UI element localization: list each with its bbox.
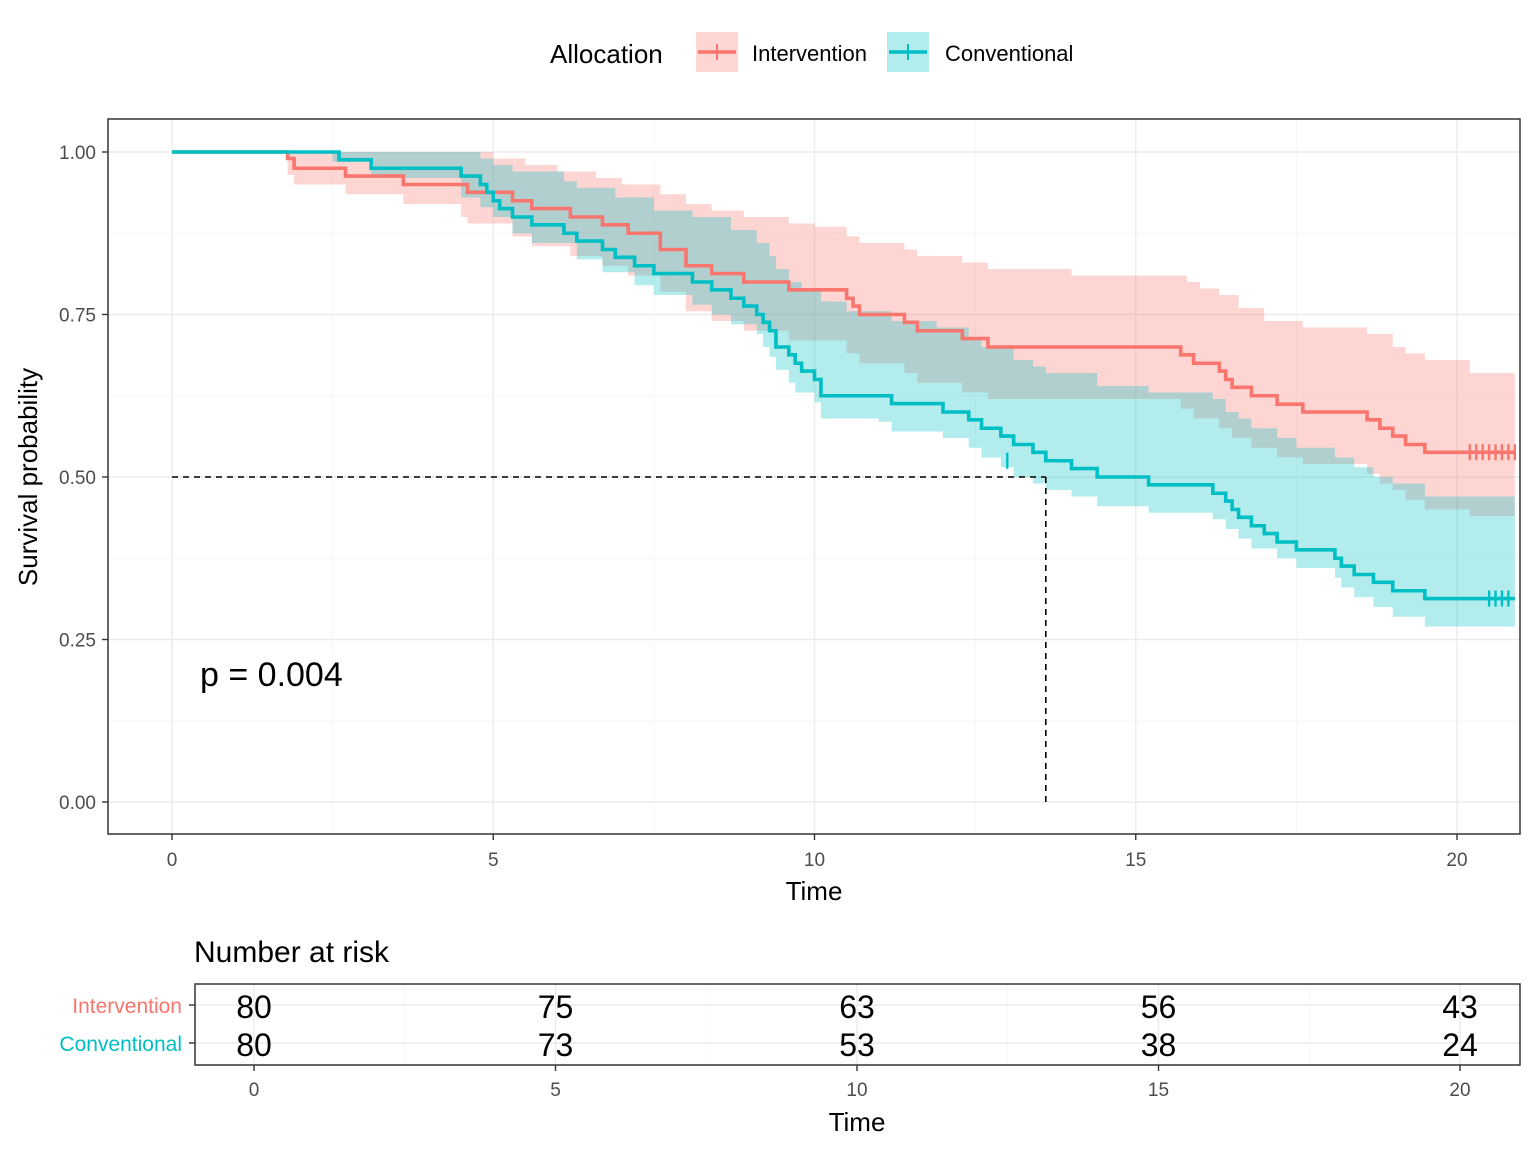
x-axis-label: Time bbox=[786, 876, 843, 906]
risk-table-x-ticks: 0 5 10 15 20 bbox=[249, 1065, 1471, 1101]
risk-value-conventional: 38 bbox=[1141, 1027, 1177, 1063]
legend: Allocation Intervention Conventional bbox=[550, 32, 1073, 72]
risk-value-intervention: 80 bbox=[236, 989, 272, 1025]
risk-table-title: Number at risk bbox=[194, 936, 390, 969]
risk-x-tick-label: 15 bbox=[1148, 1080, 1169, 1101]
legend-title: Allocation bbox=[550, 39, 663, 69]
risk-table-x-axis-label: Time bbox=[829, 1107, 886, 1137]
risk-row-label-conventional: Conventional bbox=[59, 1033, 182, 1056]
confidence-band-conventional bbox=[172, 152, 1515, 627]
censor-marks bbox=[1006, 444, 1517, 607]
survival-curve-intervention bbox=[172, 150, 1515, 455]
x-tick-label: 0 bbox=[167, 850, 178, 871]
risk-value-intervention: 75 bbox=[538, 989, 574, 1025]
y-tick-label: 0.25 bbox=[59, 631, 96, 652]
risk-table: Number at risk 80 75 63 56 43 80 73 53 38 24 Inte… bbox=[59, 936, 1521, 1137]
main-panel: 0 5 10 15 20 0.000.250.500.751.00 p = 0.004 … bbox=[13, 118, 1521, 906]
y-axis-label: Survival probability bbox=[13, 368, 43, 586]
x-tick-label: 20 bbox=[1446, 850, 1467, 871]
median-lines bbox=[172, 476, 1047, 802]
y-tick-label: 0.75 bbox=[59, 306, 96, 327]
risk-value-intervention: 56 bbox=[1141, 989, 1177, 1025]
legend-label-conventional: Conventional bbox=[945, 41, 1073, 66]
x-tick-label: 10 bbox=[804, 850, 825, 871]
risk-value-conventional: 73 bbox=[538, 1027, 574, 1063]
p-value-annotation: p = 0.004 bbox=[200, 656, 343, 694]
risk-x-tick-label: 5 bbox=[550, 1080, 561, 1101]
risk-table-row-labels: Intervention Conventional bbox=[59, 995, 195, 1056]
survival-curve-conventional bbox=[172, 150, 1515, 601]
y-tick-label: 1.00 bbox=[59, 143, 96, 164]
confidence-band-intervention bbox=[172, 152, 1515, 516]
x-axis-ticks: 0 5 10 15 20 bbox=[167, 834, 1468, 871]
y-tick-label: 0.00 bbox=[59, 793, 96, 814]
risk-x-tick-label: 20 bbox=[1449, 1080, 1470, 1101]
risk-table-values: 80 75 63 56 43 80 73 53 38 24 bbox=[236, 989, 1478, 1063]
confidence-bands bbox=[172, 152, 1515, 627]
risk-value-intervention: 63 bbox=[839, 989, 875, 1025]
y-axis-ticks: 0.00 0.25 0.50 0.75 1.00 bbox=[59, 143, 108, 814]
risk-value-intervention: 43 bbox=[1442, 989, 1478, 1025]
risk-x-tick-label: 10 bbox=[846, 1080, 867, 1101]
legend-label-intervention: Intervention bbox=[752, 41, 867, 66]
risk-x-tick-label: 0 bbox=[249, 1080, 260, 1101]
risk-row-label-intervention: Intervention bbox=[72, 995, 182, 1018]
y-tick-label: 0.50 bbox=[59, 468, 96, 489]
risk-value-conventional: 24 bbox=[1442, 1027, 1478, 1063]
risk-value-conventional: 53 bbox=[839, 1027, 875, 1063]
x-tick-label: 5 bbox=[488, 850, 499, 871]
x-tick-label: 15 bbox=[1125, 850, 1146, 871]
risk-table-grid bbox=[195, 984, 1520, 1065]
survival-curves bbox=[172, 150, 1515, 601]
risk-value-conventional: 80 bbox=[236, 1027, 272, 1063]
